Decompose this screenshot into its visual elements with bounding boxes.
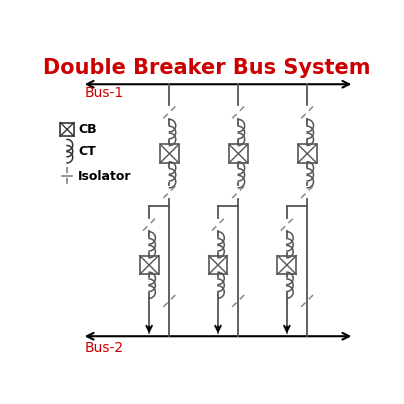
Text: CT: CT [78,145,96,158]
Bar [298,144,317,163]
Bar [229,144,248,163]
Text: CB: CB [78,123,97,136]
Bar [208,256,227,274]
Bar [160,144,179,163]
Text: Double Breaker Bus System: Double Breaker Bus System [43,58,371,78]
Text: Bus-2: Bus-2 [85,341,124,355]
Text: Bus-1: Bus-1 [85,86,124,100]
Bar [278,256,296,274]
Bar [140,256,158,274]
Text: Isolator: Isolator [78,170,132,183]
Bar [60,122,74,136]
